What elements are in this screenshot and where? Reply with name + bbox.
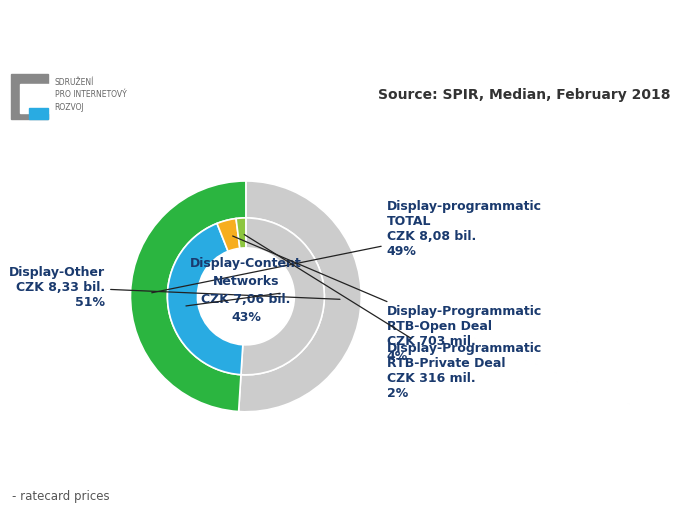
Wedge shape [241,218,324,375]
Text: Display-Programmatic
RTB-Private Deal
CZK 316 mil.
2%: Display-Programmatic RTB-Private Deal CZ… [245,235,542,401]
Text: Source: SPIR, Median, February 2018: Source: SPIR, Median, February 2018 [378,87,671,102]
Text: Display-Programmatic
RTB-Open Deal
CZK 703 mil.
4%: Display-Programmatic RTB-Open Deal CZK 7… [233,236,542,363]
Text: ROZVOJ: ROZVOJ [55,103,85,112]
Wedge shape [167,223,243,375]
Bar [29,108,48,120]
Text: Display-Other
CZK 8,33 bil.
51%: Display-Other CZK 8,33 bil. 51% [9,266,340,309]
Bar [12,74,48,120]
Text: PRO INTERNETOVÝ: PRO INTERNETOVÝ [55,90,126,100]
Text: Display-programmatic
TOTAL
CZK 8,08 bil.
49%: Display-programmatic TOTAL CZK 8,08 bil.… [152,200,542,293]
Wedge shape [217,219,240,251]
Wedge shape [238,181,361,412]
Text: Display-Content
Networks
CZK 7,06 bil.
43%: Display-Content Networks CZK 7,06 bil. 4… [190,257,302,324]
Text: SDRUŽENÍ: SDRUŽENÍ [55,78,94,86]
Bar [20,84,51,113]
Text: Programmatic share of Display in 2017: Programmatic share of Display in 2017 [82,17,601,41]
Wedge shape [130,181,246,411]
Wedge shape [236,218,246,248]
Text: - ratecard prices: - ratecard prices [12,491,110,503]
